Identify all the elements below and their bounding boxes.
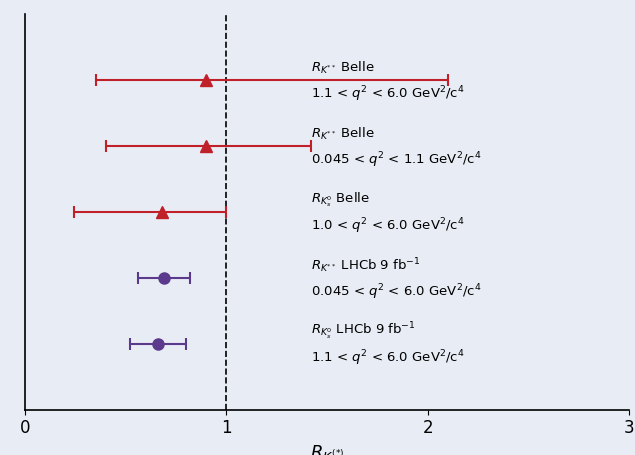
X-axis label: $R_{K^{(*)}}$: $R_{K^{(*)}}$	[310, 443, 344, 455]
Text: 0.045 < $q^2$ < 1.1 GeV$^2$/c$^4$: 0.045 < $q^2$ < 1.1 GeV$^2$/c$^4$	[311, 150, 481, 170]
Text: $R_{K_s^0}$ Belle: $R_{K_s^0}$ Belle	[311, 191, 370, 209]
Text: 1.1 < $q^2$ < 6.0 GeV$^2$/c$^4$: 1.1 < $q^2$ < 6.0 GeV$^2$/c$^4$	[311, 84, 465, 104]
Text: $R_{K^{**}}$ Belle: $R_{K^{**}}$ Belle	[311, 126, 375, 142]
Text: $R_{K^{**}}$ Belle: $R_{K^{**}}$ Belle	[311, 60, 375, 76]
Text: 1.0 < $q^2$ < 6.0 GeV$^2$/c$^4$: 1.0 < $q^2$ < 6.0 GeV$^2$/c$^4$	[311, 216, 465, 236]
Text: $R_{K_s^0}$ LHCb 9 fb$^{-1}$: $R_{K_s^0}$ LHCb 9 fb$^{-1}$	[311, 321, 415, 342]
Text: 1.1 < $q^2$ < 6.0 GeV$^2$/c$^4$: 1.1 < $q^2$ < 6.0 GeV$^2$/c$^4$	[311, 348, 465, 368]
Text: $R_{K^{**}}$ LHCb 9 fb$^{-1}$: $R_{K^{**}}$ LHCb 9 fb$^{-1}$	[311, 256, 420, 275]
Text: 0.045 < $q^2$ < 6.0 GeV$^2$/c$^4$: 0.045 < $q^2$ < 6.0 GeV$^2$/c$^4$	[311, 282, 481, 302]
